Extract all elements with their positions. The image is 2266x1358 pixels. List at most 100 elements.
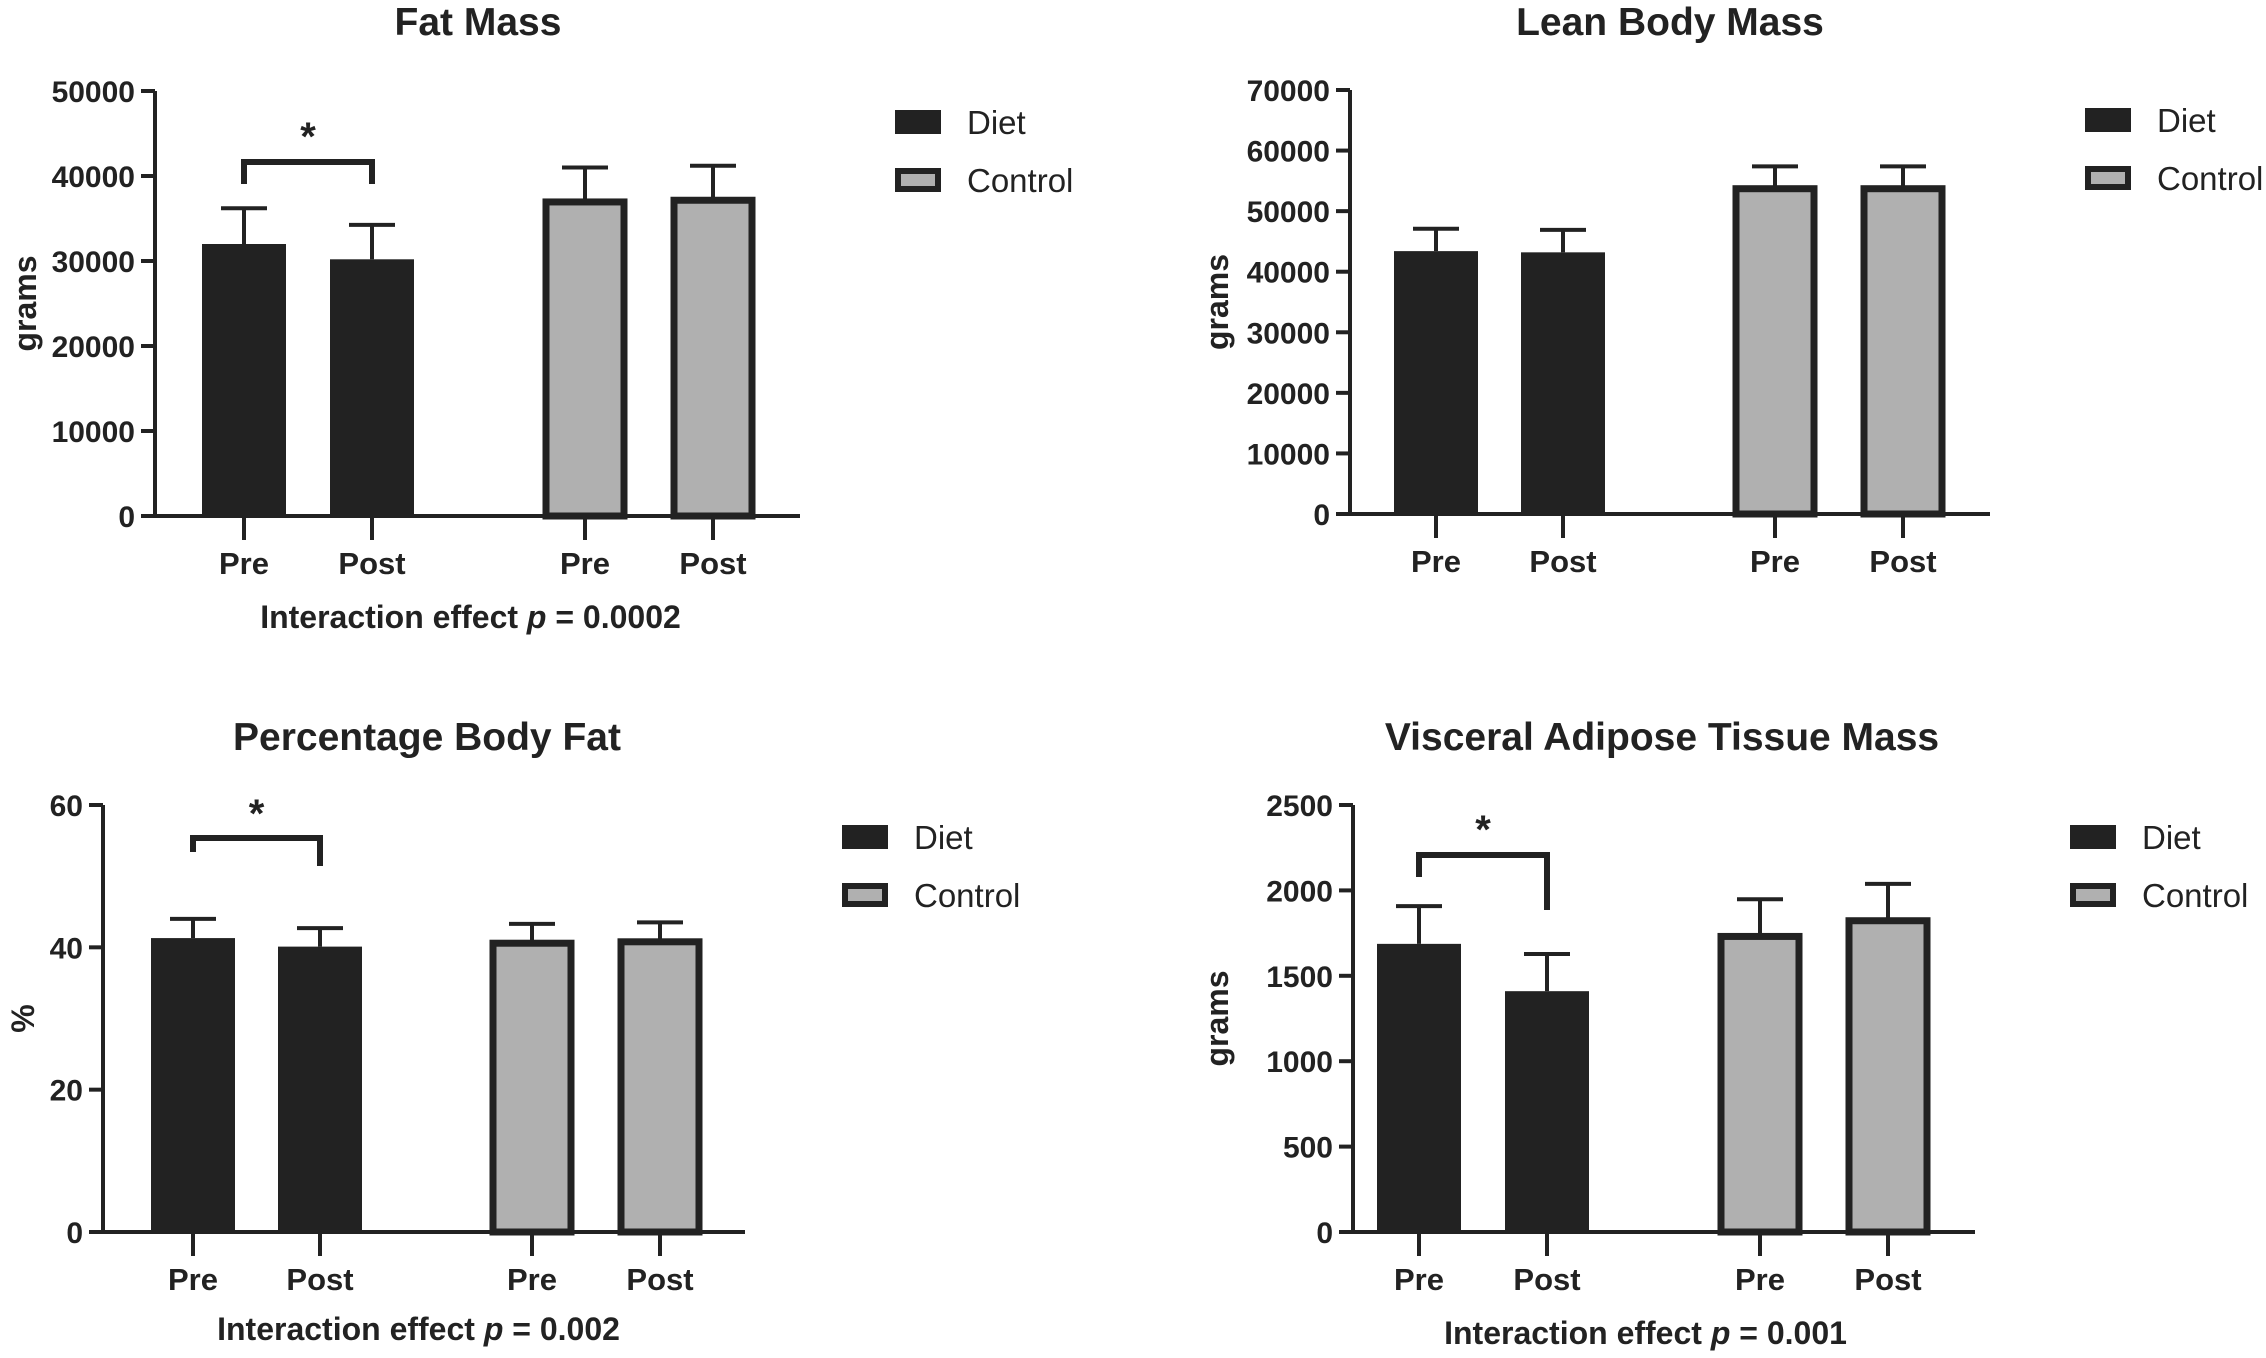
bar-diet-pre bbox=[202, 244, 286, 516]
y-axis-title: grams bbox=[1199, 254, 1235, 350]
bar-diet-post bbox=[278, 946, 362, 1232]
legend-label-diet: Diet bbox=[967, 104, 1026, 141]
note-prefix: Interaction effect bbox=[217, 1311, 484, 1347]
chart-title: Percentage Body Fat bbox=[233, 716, 621, 759]
legend-label-diet: Diet bbox=[2142, 819, 2201, 856]
chart-panel-3: Visceral Adipose Tissue Mass 0 500 1000 1500… bbox=[1199, 716, 2248, 1351]
x-tick-label: Pre bbox=[1735, 1262, 1785, 1297]
significance-marker: * bbox=[249, 792, 265, 836]
y-tick-label: 1000 bbox=[1266, 1046, 1333, 1079]
y-tick-label: 0 bbox=[1316, 1217, 1333, 1250]
interaction-effect-note: Interaction effect p = 0.002 bbox=[217, 1311, 620, 1347]
y-tick-label: 0 bbox=[1313, 499, 1330, 532]
interaction-effect-note: Interaction effect p = 0.001 bbox=[1444, 1315, 1847, 1351]
legend-label-diet: Diet bbox=[914, 819, 973, 856]
bar-control-pre bbox=[1732, 185, 1818, 518]
x-tick-label: Pre bbox=[168, 1262, 218, 1297]
y-axis-title: % bbox=[5, 1004, 41, 1032]
note-p-symbol: p bbox=[1710, 1315, 1731, 1351]
bar-control-pre bbox=[489, 939, 575, 1236]
chart-title: Fat Mass bbox=[395, 1, 562, 44]
legend-swatch-control bbox=[895, 168, 941, 192]
legend: Diet Control bbox=[2070, 819, 2248, 914]
significance-marker: * bbox=[1475, 808, 1491, 852]
x-tick-label: Pre bbox=[1394, 1262, 1444, 1297]
bar-diet-post bbox=[1505, 991, 1589, 1232]
x-tick-label: Pre bbox=[560, 546, 610, 581]
significance-bracket bbox=[241, 159, 375, 184]
y-tick-label: 10000 bbox=[1247, 438, 1330, 471]
legend-swatch-diet bbox=[842, 825, 888, 849]
y-tick-label: 70000 bbox=[1247, 75, 1330, 108]
x-tick-label: Pre bbox=[219, 546, 269, 581]
legend-swatch-control bbox=[2085, 166, 2131, 190]
interaction-effect-note: Interaction effect p = 0.0002 bbox=[260, 599, 681, 635]
y-tick-label: 0 bbox=[118, 501, 135, 534]
bar-control-post bbox=[1845, 917, 1931, 1236]
significance-bracket bbox=[190, 835, 323, 866]
x-tick-label: Post bbox=[679, 546, 746, 581]
legend-swatch-diet bbox=[2070, 825, 2116, 849]
y-tick-label: 2000 bbox=[1266, 875, 1333, 908]
significance-marker: * bbox=[300, 115, 316, 159]
note-prefix: Interaction effect bbox=[260, 599, 527, 635]
significance-bracket bbox=[1416, 852, 1550, 910]
x-tick-label: Post bbox=[1529, 544, 1596, 579]
x-tick-label: Post bbox=[286, 1262, 353, 1297]
note-value: = 0.002 bbox=[503, 1311, 620, 1347]
bar-diet-pre bbox=[1377, 943, 1461, 1232]
x-tick-label: Post bbox=[338, 546, 405, 581]
x-tick-label: Pre bbox=[507, 1262, 557, 1297]
legend-label-diet: Diet bbox=[2157, 102, 2216, 139]
y-tick-label: 10000 bbox=[52, 416, 135, 449]
bar-diet-pre bbox=[151, 938, 235, 1232]
legend: Diet Control bbox=[2085, 102, 2263, 197]
x-tick-label: Pre bbox=[1750, 544, 1800, 579]
y-tick-label: 50000 bbox=[52, 76, 135, 109]
legend-swatch-control bbox=[2070, 883, 2116, 907]
note-value: = 0.001 bbox=[1730, 1315, 1847, 1351]
x-tick-label: Post bbox=[1869, 544, 1936, 579]
legend: Diet Control bbox=[895, 104, 1073, 199]
y-tick-label: 30000 bbox=[1247, 317, 1330, 350]
chart-panel-1: Lean Body Mass 0 10000 20000 30000 40000 50000… bbox=[1199, 1, 2263, 579]
note-value: = 0.0002 bbox=[546, 599, 680, 635]
y-tick-label: 1500 bbox=[1266, 961, 1333, 994]
chart-panel-0: Fat Mass 0 10000 20000 30000 40000 50000 grams P… bbox=[7, 1, 1073, 635]
bar-diet-pre bbox=[1394, 251, 1478, 514]
legend-swatch-diet bbox=[895, 110, 941, 134]
bar-diet-post bbox=[330, 259, 414, 516]
legend-label-control: Control bbox=[967, 162, 1073, 199]
x-tick-label: Post bbox=[626, 1262, 693, 1297]
y-tick-label: 30000 bbox=[52, 246, 135, 279]
bar-diet-post bbox=[1521, 252, 1605, 514]
y-tick-label: 40000 bbox=[52, 161, 135, 194]
y-tick-label: 60000 bbox=[1247, 136, 1330, 169]
bar-control-post bbox=[1860, 185, 1946, 518]
bar-control-pre bbox=[542, 198, 628, 520]
bar-control-pre bbox=[1717, 932, 1803, 1236]
bar-control-post bbox=[617, 938, 703, 1236]
legend-swatch-diet bbox=[2085, 108, 2131, 132]
x-tick-label: Post bbox=[1854, 1262, 1921, 1297]
note-p-symbol: p bbox=[483, 1311, 504, 1347]
legend-swatch-control bbox=[842, 883, 888, 907]
y-tick-label: 0 bbox=[66, 1217, 83, 1250]
legend-label-control: Control bbox=[2142, 877, 2248, 914]
x-tick-label: Post bbox=[1513, 1262, 1580, 1297]
y-axis-title: grams bbox=[7, 255, 43, 351]
legend-label-control: Control bbox=[2157, 160, 2263, 197]
bar-control-post bbox=[670, 196, 756, 520]
y-tick-label: 40000 bbox=[1247, 257, 1330, 290]
note-prefix: Interaction effect bbox=[1444, 1315, 1711, 1351]
legend-label-control: Control bbox=[914, 877, 1020, 914]
chart-title: Lean Body Mass bbox=[1516, 1, 1824, 44]
y-tick-label: 50000 bbox=[1247, 196, 1330, 229]
y-tick-label: 20000 bbox=[52, 331, 135, 364]
note-p-symbol: p bbox=[526, 599, 547, 635]
y-tick-label: 2500 bbox=[1266, 790, 1333, 823]
y-tick-label: 20000 bbox=[1247, 378, 1330, 411]
chart-title: Visceral Adipose Tissue Mass bbox=[1385, 716, 1939, 759]
chart-panel-2: Percentage Body Fat 0 20 40 60% Pre Post Pre Pos… bbox=[5, 716, 1020, 1347]
